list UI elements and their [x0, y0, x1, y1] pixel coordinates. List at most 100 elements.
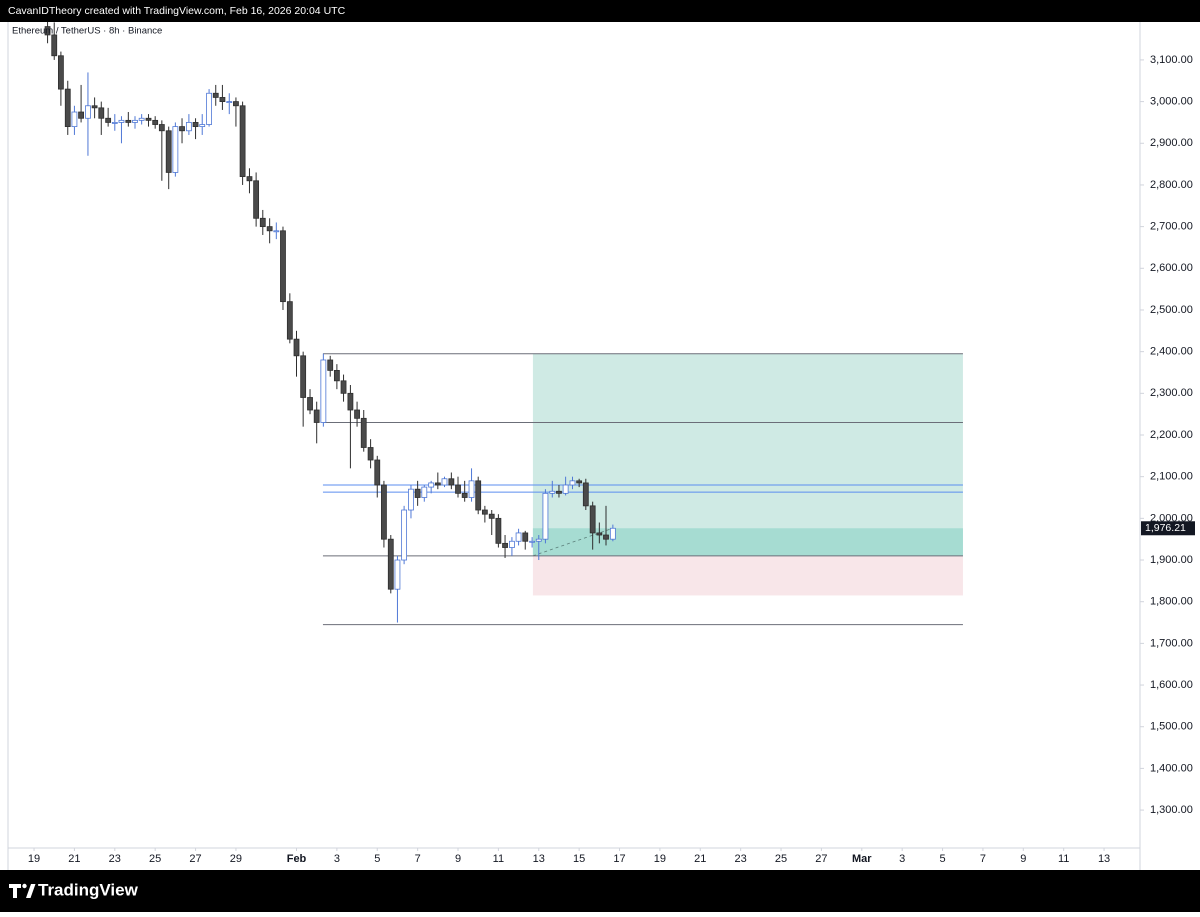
- candle-body: [78, 111, 84, 119]
- candle-body: [481, 509, 488, 515]
- x-tick-label: 5: [939, 853, 945, 865]
- candle-body: [428, 482, 435, 488]
- last-price-label: 1,976.21: [1145, 522, 1186, 534]
- y-tick-label: 2,300.00: [1150, 387, 1193, 399]
- x-tick-label: 29: [230, 853, 242, 865]
- candle-body: [239, 105, 246, 178]
- y-tick-label: 1,400.00: [1150, 762, 1193, 774]
- y-tick-label: 2,200.00: [1150, 429, 1193, 441]
- candle-body: [105, 117, 112, 123]
- candle-body: [192, 122, 199, 128]
- candle-body: [226, 101, 233, 103]
- candle-body: [596, 532, 603, 536]
- candle-body: [118, 119, 125, 123]
- candle-body: [509, 540, 515, 548]
- candle-body: [374, 459, 381, 486]
- candle-body: [199, 124, 206, 128]
- candle-body: [609, 527, 616, 540]
- last-price-badge: [1141, 521, 1195, 536]
- x-tick-label: 27: [189, 853, 201, 865]
- candle-body: [320, 359, 327, 423]
- candle-body: [327, 359, 334, 371]
- candle-body: [414, 488, 421, 498]
- x-tick-label: 27: [815, 853, 827, 865]
- chart-pane: [44, 22, 963, 626]
- candle-body: [347, 392, 354, 411]
- x-tick-label: 23: [109, 853, 121, 865]
- candle-body: [522, 532, 529, 542]
- candle-body: [57, 55, 64, 90]
- logo-t: [9, 884, 21, 898]
- candle-body: [44, 26, 51, 36]
- x-tick-label: Mar: [852, 853, 872, 865]
- candle-body: [212, 92, 219, 98]
- open-profit-zone: [532, 528, 963, 556]
- candle-body: [576, 480, 583, 484]
- candle-body: [603, 534, 609, 540]
- footer-bar: [0, 870, 1200, 912]
- candle-body: [495, 517, 502, 544]
- footer-brand: TradingView: [38, 880, 139, 899]
- y-tick-label: 2,100.00: [1150, 471, 1193, 483]
- candle-body: [468, 480, 475, 498]
- candle-body: [515, 532, 522, 542]
- x-tick-label: 19: [654, 853, 666, 865]
- candle-body: [85, 105, 91, 119]
- candle-body: [280, 230, 286, 303]
- candle-body: [562, 484, 569, 494]
- candle-body: [455, 484, 461, 494]
- header-text: CavanIDTheory created with TradingView.c…: [8, 5, 346, 17]
- candle-body: [273, 230, 280, 233]
- candle-body: [394, 559, 401, 590]
- candle-body: [246, 176, 253, 182]
- candle-body: [448, 478, 455, 486]
- candle-body: [51, 34, 58, 57]
- candle-body: [589, 505, 596, 534]
- axes: 1,300.00 1,400.00 1,500.00 1,600.00 1,700.00…: [28, 54, 1195, 865]
- candle-body: [313, 409, 320, 423]
- x-tick-label: 13: [1098, 853, 1110, 865]
- y-tick-label: 2,800.00: [1150, 179, 1193, 191]
- candle-body: [556, 490, 562, 494]
- candle-body: [266, 226, 273, 232]
- x-tick-label: 15: [573, 853, 585, 865]
- x-tick-label: 21: [68, 853, 80, 865]
- y-tick-label: 2,900.00: [1150, 137, 1193, 149]
- candle-body: [138, 117, 145, 121]
- tv-logo: [9, 883, 36, 898]
- y-tick-label: 2,500.00: [1150, 304, 1193, 316]
- logo-v: [26, 884, 36, 898]
- x-tick-label: 11: [493, 853, 504, 865]
- candle-body: [172, 126, 179, 173]
- candle-body: [145, 117, 152, 121]
- candle-body: [408, 488, 414, 511]
- x-tick-label: 9: [1020, 853, 1026, 865]
- candle-body: [367, 447, 374, 461]
- candle-body: [307, 397, 313, 411]
- x-tick-label: 11: [1058, 853, 1069, 865]
- y-tick-label: 1,900.00: [1150, 554, 1193, 566]
- candle-body: [461, 492, 468, 498]
- candle-body: [233, 101, 239, 107]
- x-tick-label: 7: [415, 853, 421, 865]
- candle-body: [401, 509, 408, 561]
- candle-body: [300, 355, 307, 398]
- candle-body: [381, 484, 387, 540]
- candle-body: [71, 111, 78, 128]
- x-tick-label: Feb: [287, 853, 307, 865]
- candle-body: [488, 513, 495, 519]
- x-tick-label: 13: [533, 853, 545, 865]
- candle-body: [502, 542, 508, 548]
- candle-body: [354, 409, 360, 419]
- candle-body: [387, 538, 394, 590]
- y-tick-label: 2,000.00: [1150, 512, 1193, 524]
- candle-body: [158, 124, 165, 132]
- candle-body: [206, 92, 212, 125]
- y-tick-label: 1,500.00: [1150, 721, 1193, 733]
- candle-body: [185, 122, 192, 132]
- entry-to-price: [532, 527, 613, 557]
- y-tick-label: 3,100.00: [1150, 54, 1193, 66]
- chart-title: Ethereum / TetherUS · 8h · Binance: [12, 26, 162, 37]
